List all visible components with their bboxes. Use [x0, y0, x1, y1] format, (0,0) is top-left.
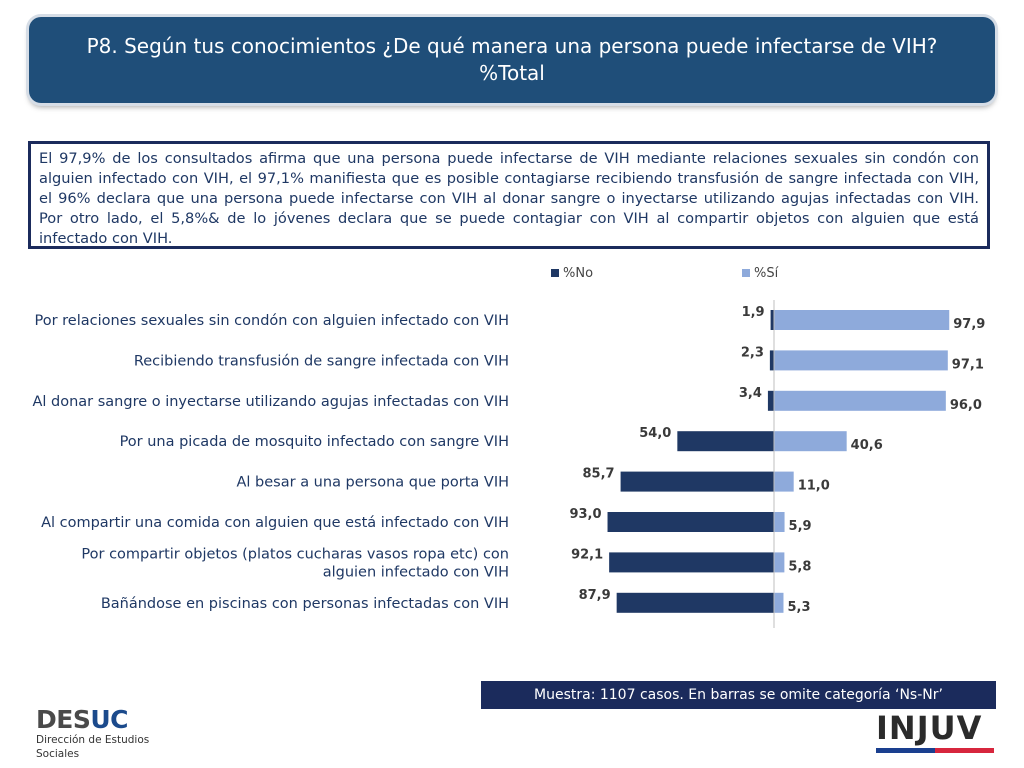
data-label-si: 40,6 [851, 438, 883, 453]
desuc-logo: DESUC Dirección de Estudios Sociales [36, 707, 176, 761]
desuc-wordmark-des: DES [36, 705, 91, 734]
diverging-bar-chart: %No %Sí Por relaciones sexuales sin condó… [32, 266, 985, 628]
legend-label-0: %No [563, 266, 593, 281]
data-label-si: 5,3 [787, 600, 810, 615]
bar-no [767, 390, 774, 411]
category-label: Recibiendo transfusión de sangre infecta… [134, 353, 509, 369]
data-label-si: 97,9 [953, 317, 985, 332]
legend-swatch-1 [742, 269, 750, 277]
data-label-si: 11,0 [798, 479, 830, 494]
data-label-no: 54,0 [639, 426, 671, 441]
bar-si [774, 552, 785, 573]
desuc-wordmark-uc: UC [90, 705, 128, 734]
data-label-no: 87,9 [579, 588, 611, 603]
data-label-no: 85,7 [583, 467, 615, 482]
injuv-logo: INJUV [876, 711, 996, 753]
data-label-no: 1,9 [742, 305, 765, 320]
category-labels: Por relaciones sexuales sin condón con a… [32, 313, 509, 612]
chart-legend: %No %Sí [551, 266, 779, 281]
injuv-wordmark: INJUV [876, 709, 983, 747]
bar-no [677, 431, 774, 452]
summary-text: El 97,9% de los consultados afirma que u… [39, 150, 979, 247]
bar-si [774, 512, 785, 532]
desuc-subtitle: Dirección de Estudios Sociales [36, 734, 150, 760]
data-label-no: 2,3 [741, 345, 764, 360]
bar-no [770, 310, 774, 330]
data-label-no: 92,1 [571, 547, 603, 562]
legend-label-1: %Sí [754, 266, 779, 281]
injuv-stripe-blue [876, 748, 935, 753]
injuv-stripe-red [935, 748, 994, 753]
category-label: Al donar sangre o inyectarse utilizando … [32, 394, 509, 410]
bar-si [774, 310, 950, 330]
data-label-no: 93,0 [569, 507, 601, 522]
data-label-si: 96,0 [950, 398, 982, 413]
bar-no [616, 592, 774, 613]
legend-swatch-0 [551, 269, 559, 277]
sample-footnote-text: Muestra: 1107 casos. En barras se omite … [534, 687, 943, 703]
category-label: Al besar a una persona que porta VIH [237, 475, 510, 491]
category-label: Bañándose en piscinas con personas infec… [101, 596, 509, 612]
summary-box: El 97,9% de los consultados afirma que u… [28, 141, 990, 249]
chart-title: P8. Según tus conocimientos ¿De qué mane… [86, 34, 938, 85]
data-label-si: 97,1 [952, 357, 984, 372]
bar-si [774, 592, 784, 613]
bar-si [774, 350, 948, 371]
injuv-flag-stripe [876, 748, 994, 753]
title-banner: P8. Según tus conocimientos ¿De qué mane… [29, 17, 995, 103]
bar-si [774, 390, 946, 411]
bar-no [769, 350, 774, 371]
sample-footnote: Muestra: 1107 casos. En barras se omite … [481, 681, 996, 709]
data-label-si: 5,9 [789, 519, 812, 534]
category-label: Por compartir objetos (platos cucharas v… [81, 546, 509, 580]
desuc-wordmark: DESUC [36, 707, 176, 733]
bar-no [620, 471, 774, 492]
category-label: Al compartir una comida con alguien que … [41, 515, 509, 531]
category-label: Por relaciones sexuales sin condón con a… [35, 313, 510, 329]
chart-bars: 1,9 97,9 2,3 97,1 3,4 96,0 54,0 40,6 85,7 11,0 93,… [569, 305, 985, 615]
bar-no [607, 512, 774, 532]
bar-si [774, 471, 794, 492]
category-label: Por una picada de mosquito infectado con… [120, 434, 509, 450]
data-label-no: 3,4 [739, 386, 762, 401]
data-label-si: 5,8 [788, 559, 811, 574]
bar-si [774, 431, 847, 452]
bar-no [609, 552, 774, 573]
